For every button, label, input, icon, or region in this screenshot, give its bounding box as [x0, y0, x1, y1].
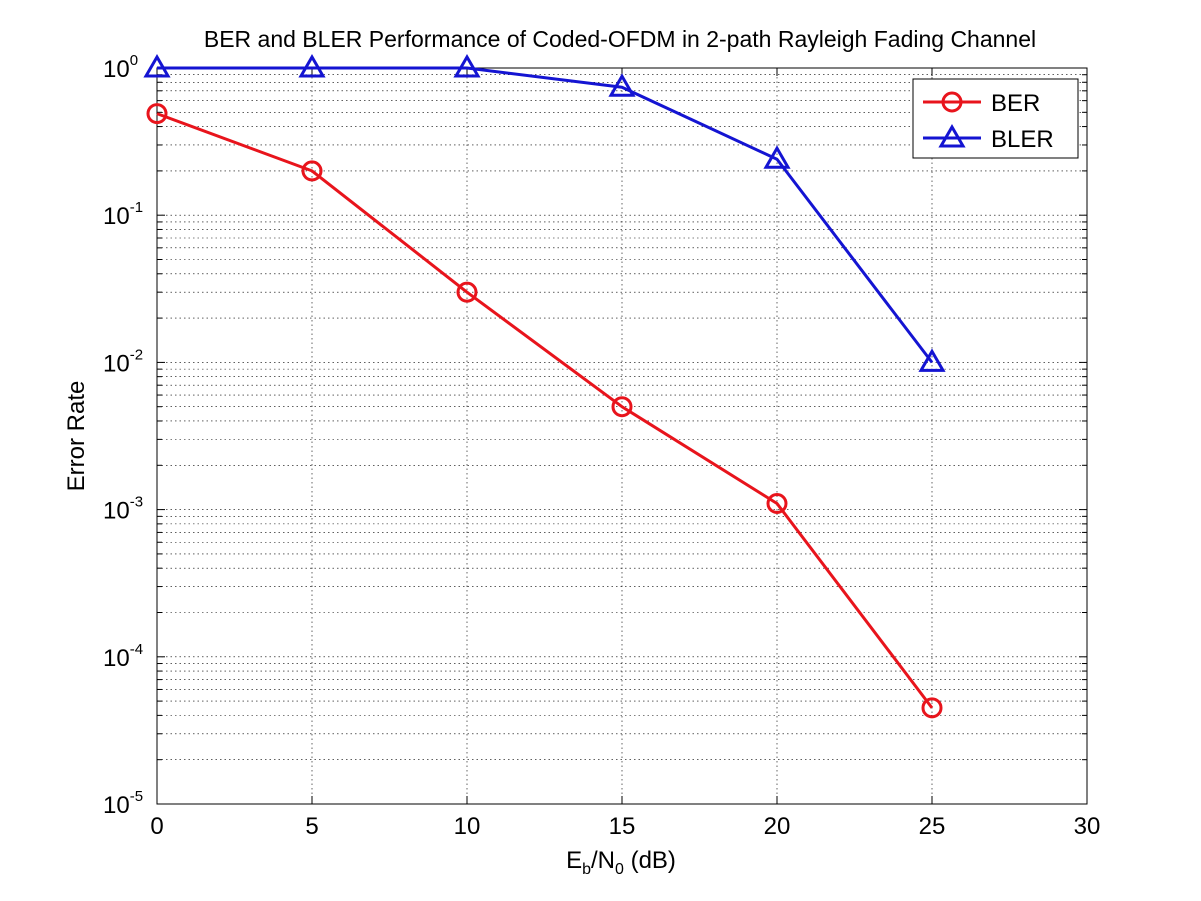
legend-bler-marker — [938, 124, 966, 148]
ber-series — [146, 103, 943, 719]
bler-point — [763, 145, 791, 169]
legend: BER BLER — [912, 78, 1079, 159]
ber-point — [301, 160, 323, 182]
y-tick-label: 10-1 — [103, 199, 143, 230]
tick-marks — [156, 67, 1088, 805]
bler-point — [918, 348, 946, 372]
y-tick-label: 10-2 — [103, 346, 143, 377]
legend-ber-label: BER — [991, 90, 1040, 117]
y-tick-label: 10-3 — [103, 494, 143, 525]
chart-title: BER and BLER Performance of Coded-OFDM i… — [204, 26, 1036, 52]
x-tick-label: 10 — [454, 813, 481, 840]
x-tick-label: 15 — [609, 813, 636, 840]
ber-point — [146, 103, 168, 125]
x-tick-label: 25 — [919, 813, 946, 840]
ber-point — [611, 396, 633, 418]
x-tick-label: 20 — [764, 813, 791, 840]
y-tick-label: 10-4 — [103, 641, 143, 672]
legend-bler-label: BLER — [991, 126, 1054, 153]
y-axis-label: Error Rate — [63, 381, 90, 492]
bler-point — [143, 54, 171, 78]
series-layer — [143, 54, 946, 719]
ber-point — [456, 281, 478, 303]
tick-labels: 0 5 10 15 20 25 30 100 10-1 10-2 10-3 10-4 10-5 — [103, 52, 1100, 840]
x-tick-label: 30 — [1074, 813, 1101, 840]
ber-point — [921, 697, 943, 719]
ber-point — [766, 493, 788, 515]
bler-line — [157, 66, 934, 364]
bler-series — [143, 54, 946, 372]
y-tick-label: 100 — [103, 52, 138, 83]
y-tick-label: 10-5 — [103, 788, 143, 819]
x-tick-label: 0 — [150, 813, 163, 840]
legend-ber-marker — [941, 91, 963, 113]
x-axis-label: Eb/N0 (dB) — [566, 847, 676, 878]
bler-point — [453, 54, 481, 78]
ber-line — [156, 112, 934, 709]
bler-point — [298, 54, 326, 78]
bler-point — [608, 73, 636, 97]
x-tick-label: 5 — [305, 813, 318, 840]
